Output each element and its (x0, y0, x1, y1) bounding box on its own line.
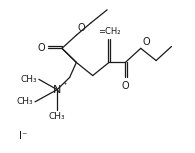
Text: I⁻: I⁻ (19, 131, 27, 141)
Text: O: O (38, 43, 46, 53)
Text: ⁺: ⁺ (63, 81, 67, 90)
Text: CH₃: CH₃ (20, 75, 37, 84)
Text: CH₃: CH₃ (49, 112, 66, 121)
Text: =CH₂: =CH₂ (98, 27, 120, 36)
Text: N: N (53, 85, 61, 95)
Text: CH₃: CH₃ (17, 97, 33, 106)
Text: O: O (77, 23, 85, 33)
Text: O: O (121, 81, 129, 91)
Text: O: O (143, 37, 150, 47)
